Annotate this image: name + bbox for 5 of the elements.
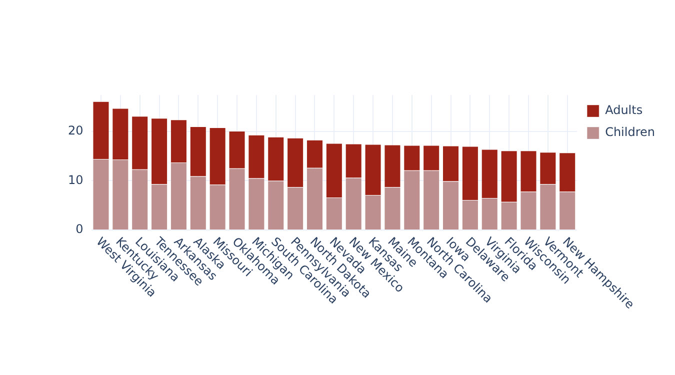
y-tick-label: 20 (68, 124, 84, 138)
y-tick-label: 0 (76, 222, 84, 236)
legend-label: Children (605, 125, 656, 140)
y-tick-label: 10 (68, 172, 84, 187)
legend-label: Adults (605, 103, 643, 118)
